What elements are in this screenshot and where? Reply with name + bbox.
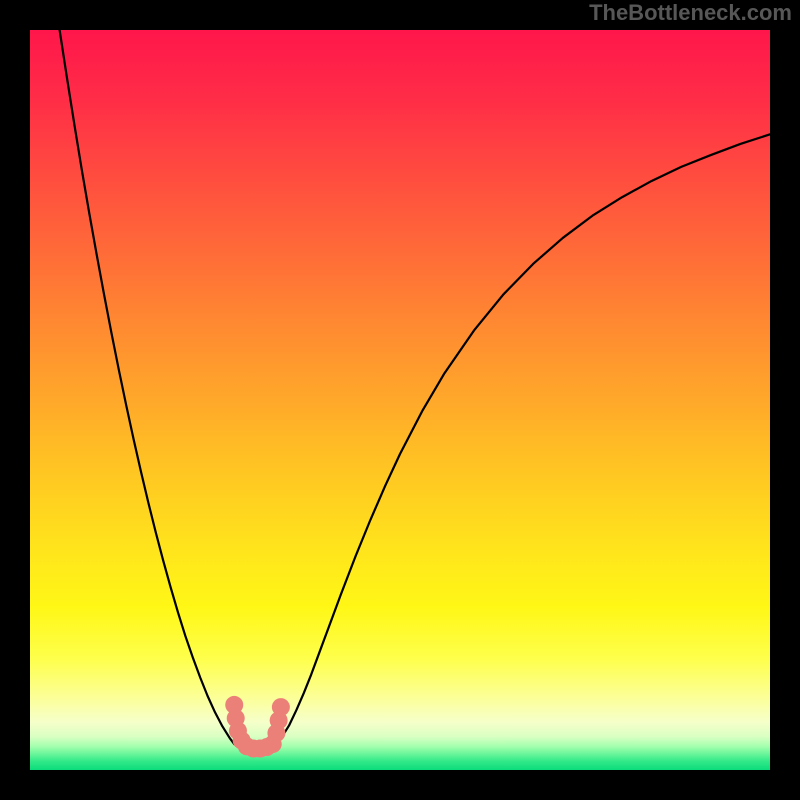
chart-svg <box>30 30 770 770</box>
data-marker <box>272 698 290 716</box>
gradient-background <box>30 30 770 770</box>
plot-area <box>30 30 770 770</box>
chart-canvas: TheBottleneck.com <box>0 0 800 800</box>
watermark-text: TheBottleneck.com <box>589 0 792 26</box>
